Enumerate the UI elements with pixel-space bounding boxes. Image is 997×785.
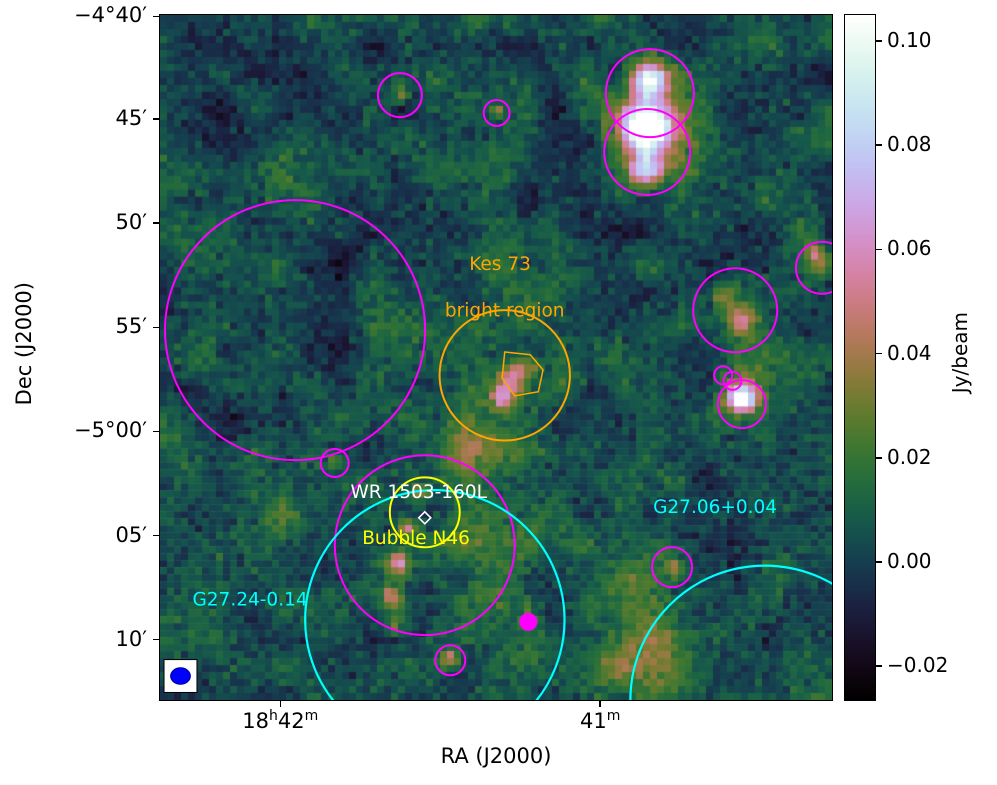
x-tick-mark — [599, 700, 601, 707]
cyan-region-circle — [304, 489, 566, 700]
y-tick-mark — [153, 222, 160, 224]
magenta-region-circle — [376, 72, 423, 119]
x-tick-mark — [279, 700, 282, 707]
y-tick-label: −5°00′ — [74, 418, 147, 443]
colorbar-tick-mark — [876, 665, 882, 667]
annotation-kes73-line1: Kes 73 — [469, 254, 531, 275]
magenta-region-circle — [434, 644, 467, 677]
magenta-region-circle — [319, 448, 350, 478]
magenta-region-circle — [604, 48, 695, 139]
colorbar-tick-mark — [876, 248, 882, 251]
y-tick-mark — [153, 15, 160, 18]
y-tick-mark — [153, 326, 160, 329]
colorbar-tick-label: −0.02 — [887, 653, 949, 678]
x-axis-label: RA (J2000) — [440, 744, 552, 768]
annotation-wr-star: WR 1503-160L — [351, 482, 488, 503]
y-tick-mark — [153, 534, 160, 537]
x-tick-label: 41m — [579, 708, 621, 733]
cyan-region-circle — [629, 564, 832, 700]
magenta-region-circle — [692, 267, 779, 354]
magenta-region-circle — [519, 612, 538, 631]
y-tick-label: 10′ — [115, 626, 148, 651]
y-axis-label: Dec (J2000) — [12, 282, 36, 406]
colorbar-frame — [844, 14, 876, 701]
y-tick-label: 50′ — [115, 210, 148, 235]
annotation-g27-24: G27.24-0.14 — [192, 589, 307, 610]
colorbar-tick-mark — [876, 144, 882, 146]
magenta-region-circle — [603, 107, 692, 197]
magenta-region-circle — [651, 546, 694, 589]
magenta-region-circle — [164, 199, 427, 462]
sky-map-heatmap — [160, 15, 832, 700]
colorbar-tick-mark — [876, 457, 882, 459]
colorbar-tick-label: 0.00 — [887, 548, 932, 573]
yellow-bubble-circle — [388, 476, 461, 549]
colorbar — [845, 15, 875, 700]
annotation-g27-06: G27.06+0.04 — [653, 497, 777, 518]
y-tick-mark — [153, 638, 160, 641]
y-tick-mark — [153, 118, 160, 120]
region-overlay: Kes 73 bright region WR 1503-160L Bubble N4… — [163, 48, 832, 700]
orange-region-polygon — [501, 351, 544, 397]
annotation-bubble-n46: Bubble N46 — [362, 528, 470, 549]
y-tick-label: 55′ — [115, 314, 148, 339]
magenta-region-circle — [716, 379, 767, 430]
colorbar-tick-label: 0.08 — [887, 132, 932, 157]
magenta-region-circle — [794, 240, 832, 295]
colorbar-tick-label: 0.06 — [887, 236, 932, 261]
orange-region-circle — [438, 309, 571, 442]
beam-ellipse-icon — [170, 667, 191, 685]
colorbar-tick-mark — [876, 352, 882, 355]
y-tick-label: 45′ — [115, 106, 148, 131]
colorbar-tick-label: 0.10 — [887, 28, 932, 53]
colorbar-tick-label: 0.04 — [887, 340, 932, 365]
y-tick-label: −4°40′ — [74, 3, 147, 28]
y-tick-label: 05′ — [115, 522, 148, 547]
magenta-region-circle — [713, 365, 734, 386]
x-tick-label: 18h42m — [242, 708, 319, 733]
y-tick-mark — [153, 430, 160, 433]
annotation-kes73-line2: bright region — [445, 300, 565, 321]
magenta-region-circle — [482, 98, 511, 127]
plot-area: Kes 73 bright region WR 1503-160L Bubble N4… — [159, 14, 833, 701]
colorbar-tick-label: 0.02 — [887, 444, 932, 469]
colorbar-tick-mark — [876, 40, 882, 42]
colorbar-tick-mark — [876, 561, 882, 563]
diamond-marker-icon — [417, 510, 432, 525]
magenta-region-circle — [333, 454, 516, 637]
